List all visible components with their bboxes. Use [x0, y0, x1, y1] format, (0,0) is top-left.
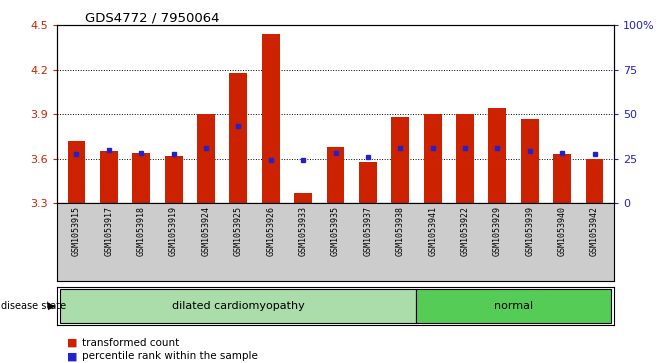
Bar [164, 156, 183, 203]
Text: GSM1053917: GSM1053917 [105, 205, 113, 256]
Text: ■: ■ [67, 338, 78, 348]
Text: GDS4772 / 7950064: GDS4772 / 7950064 [85, 11, 219, 24]
Text: GSM1053926: GSM1053926 [266, 205, 275, 256]
Bar [262, 34, 280, 203]
Bar [100, 151, 117, 203]
Text: GSM1053938: GSM1053938 [396, 205, 405, 256]
Text: GSM1053939: GSM1053939 [525, 205, 534, 256]
Text: GSM1053941: GSM1053941 [428, 205, 437, 256]
Text: GSM1053922: GSM1053922 [460, 205, 470, 256]
Bar [132, 153, 150, 203]
Text: ▶: ▶ [48, 301, 56, 311]
Text: GSM1053929: GSM1053929 [493, 205, 502, 256]
Bar [197, 114, 215, 203]
Bar [488, 109, 507, 203]
Bar [586, 159, 603, 203]
Bar [554, 154, 571, 203]
Text: GSM1053925: GSM1053925 [234, 205, 243, 256]
Text: ■: ■ [67, 351, 78, 362]
Bar [60, 289, 417, 323]
Bar [391, 117, 409, 203]
Bar [294, 193, 312, 203]
Bar [229, 73, 248, 203]
Text: GSM1053915: GSM1053915 [72, 205, 81, 256]
Text: GSM1053933: GSM1053933 [299, 205, 307, 256]
Text: GSM1053919: GSM1053919 [169, 205, 178, 256]
Text: GSM1053935: GSM1053935 [331, 205, 340, 256]
Text: normal: normal [494, 301, 533, 311]
Bar [456, 114, 474, 203]
Bar [68, 141, 85, 203]
Text: GSM1053918: GSM1053918 [137, 205, 146, 256]
Text: GSM1053924: GSM1053924 [201, 205, 211, 256]
Text: transformed count: transformed count [82, 338, 179, 348]
Bar [327, 147, 344, 203]
Bar [423, 114, 442, 203]
Text: GSM1053937: GSM1053937 [364, 205, 372, 256]
Bar [417, 289, 611, 323]
Text: GSM1053940: GSM1053940 [558, 205, 566, 256]
Bar [521, 119, 539, 203]
Text: percentile rank within the sample: percentile rank within the sample [82, 351, 258, 362]
Text: disease state: disease state [1, 301, 66, 311]
Text: GSM1053942: GSM1053942 [590, 205, 599, 256]
Text: dilated cardiomyopathy: dilated cardiomyopathy [172, 301, 305, 311]
Bar [359, 162, 377, 203]
